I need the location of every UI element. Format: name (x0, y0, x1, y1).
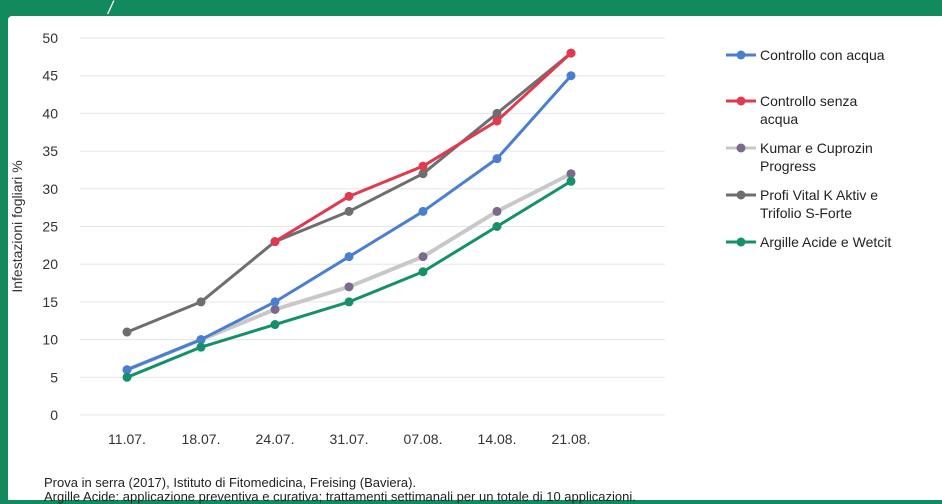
y-tick-label: 50 (42, 30, 58, 46)
x-tick-label: 14.08. (478, 431, 517, 447)
y-tick-label: 15 (42, 294, 58, 310)
caption-line-1: Prova in serra (2017), Istituto di Fitom… (44, 475, 417, 490)
data-point (418, 161, 428, 171)
series-line (126, 171, 572, 372)
data-point (122, 365, 132, 375)
data-point (492, 222, 502, 231)
data-point (196, 342, 206, 352)
x-tick-label: 21.08. (552, 431, 591, 447)
data-point (492, 116, 502, 126)
legend-label: Profi Vital K Aktiv e (760, 187, 878, 203)
legend-label: Controllo senza (760, 93, 857, 109)
data-point (566, 176, 576, 186)
data-point (196, 335, 206, 345)
data-point (270, 297, 280, 307)
data-point (344, 191, 354, 201)
legend-swatch-marker (736, 190, 746, 200)
data-point (492, 206, 502, 216)
data-point (196, 297, 206, 307)
x-tick-label: 24.07. (256, 431, 295, 447)
data-point (344, 206, 354, 216)
data-point (344, 297, 354, 307)
legend-label: Kumar e Cuprozin (760, 140, 873, 156)
y-tick-label: 30 (42, 181, 58, 197)
data-point (344, 282, 354, 292)
y-tick-label: 0 (50, 407, 58, 423)
data-point (566, 48, 576, 58)
x-tick-label: 07.08. (404, 431, 443, 447)
x-tick-label: 31.07. (330, 431, 369, 447)
legend-label: acqua (760, 111, 798, 127)
y-tick-label: 45 (42, 68, 58, 84)
chart-panel: 0 5 10 15 20 25 30 35 40 45 50 11.07. 18.07. 24.07. 31… (8, 16, 942, 504)
y-axis-label: Infestazioni fogliari % (9, 160, 25, 292)
data-point (122, 327, 132, 337)
y-tick-label: 20 (42, 256, 58, 272)
data-point (566, 71, 576, 81)
data-point (270, 320, 280, 330)
y-tick-label: 5 (50, 369, 58, 385)
legend-swatch-marker (736, 50, 746, 60)
legend-swatch-marker (736, 96, 746, 106)
legend-label: Controllo con acqua (760, 47, 885, 63)
data-point (492, 154, 502, 164)
data-point (122, 372, 132, 382)
y-tick-label: 25 (42, 219, 58, 235)
data-point (418, 169, 428, 179)
data-point (270, 304, 280, 314)
legend-swatch-marker (736, 237, 746, 247)
x-tick-label: 18.07. (182, 431, 221, 447)
x-tick-label: 11.07. (108, 431, 146, 447)
line-chart: 0 5 10 15 20 25 30 35 40 45 50 11.07. 18.07. 24.07. 31… (9, 30, 891, 447)
data-point (418, 252, 428, 262)
caption-line-2: Argille Acide: applicazione preventiva e… (44, 489, 636, 504)
data-point (418, 206, 428, 216)
legend-label: Trifolio S-Forte (760, 205, 852, 221)
data-point (270, 237, 280, 247)
data-point (566, 169, 576, 179)
y-tick-label: 35 (42, 143, 58, 159)
header-mark: / (108, 0, 114, 18)
legend-swatch-marker (736, 143, 746, 153)
data-point (418, 267, 428, 277)
y-tick-label: 10 (42, 332, 58, 348)
legend-label: Argille Acide e Wetcit (760, 234, 891, 250)
legend-label: Progress (760, 158, 816, 174)
data-point (344, 252, 354, 262)
y-tick-label: 40 (42, 105, 58, 121)
data-point (492, 108, 502, 118)
